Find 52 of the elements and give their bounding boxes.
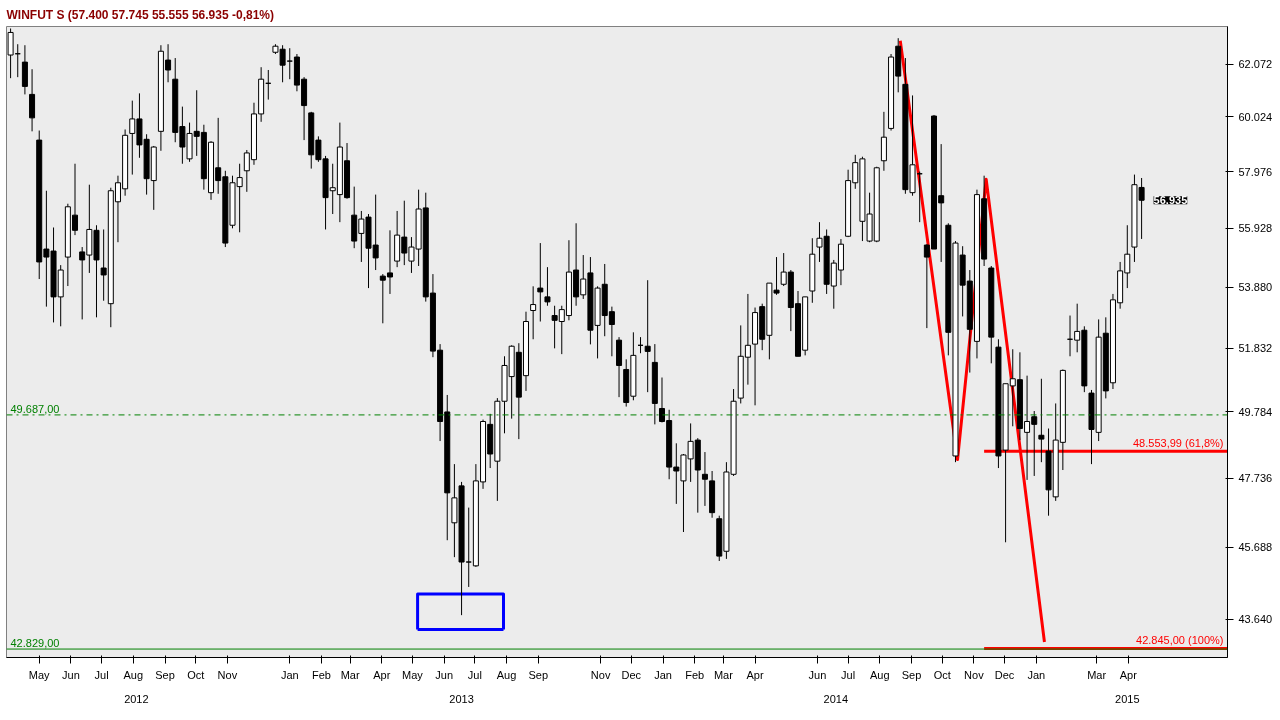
x-tick-label: Jan (654, 668, 672, 681)
x-tick-label: Jul (94, 668, 109, 681)
x-tick-label: Jan (280, 668, 299, 681)
x-tick-label: Jun (808, 668, 827, 681)
x-tick-label: Apr (373, 668, 391, 681)
x-tick-label: May (28, 668, 51, 681)
x2-tick-label: 2014 (823, 692, 849, 705)
y-tick-label: 62.072 (1238, 58, 1273, 71)
x-tick-label: Feb (311, 668, 331, 681)
x-tick-label: Aug (123, 668, 144, 681)
x-tick-label: Jul (841, 668, 856, 681)
y-tick-label: 55.928 (1238, 222, 1273, 235)
y-tick-label: 45.688 (1238, 541, 1273, 554)
x-tick-label: Jul (467, 668, 482, 681)
x2-tick-label: 2013 (449, 692, 474, 705)
x-tick-label: Dec (621, 668, 642, 681)
x-tick-label: May (402, 668, 424, 681)
x2-tick-label: 2015 (1115, 692, 1140, 705)
ref-line-label: 42.829,00 (10, 637, 60, 650)
series-label: 48.553,99 (61,8%) (1132, 437, 1224, 450)
x-tick-label: Sep (901, 668, 922, 681)
x-tick-label: Sep (155, 668, 175, 681)
x-tick-label: Oct (933, 668, 951, 681)
x-tick-label: Mar (1087, 668, 1107, 681)
x-tick-label: Nov (964, 668, 985, 681)
x-tick-label: Aug (496, 668, 517, 681)
x-tick-label: Apr (746, 668, 764, 681)
x-tick-label: Mar (340, 668, 360, 681)
y-tick-label: 51.832 (1238, 342, 1273, 355)
y-tick-label: 57.976 (1238, 165, 1273, 178)
x-tick-label: Sep (528, 668, 549, 681)
x-tick-label: Oct (187, 668, 205, 681)
y-tick-label: 43.640 (1238, 613, 1273, 626)
y-tick-label: 60.024 (1238, 110, 1273, 123)
x2-tick-label: 2012 (124, 692, 149, 705)
x-tick-label: Dec (994, 668, 1015, 681)
x-tick-label: Nov (590, 668, 611, 681)
x-tick-label: Jun (435, 668, 454, 681)
x-tick-label: Jun (62, 668, 80, 681)
ref-line-label: 49.687,00 (10, 402, 60, 415)
x-tick-label: Mar (713, 668, 734, 681)
y-tick-label: 47.736 (1238, 472, 1273, 485)
x-tick-label: Apr (1119, 668, 1138, 681)
x-tick-label: Jan (1027, 668, 1046, 681)
x-tick-label: Nov (217, 668, 238, 681)
series-label: 42.845,00 (100%) (1136, 634, 1224, 647)
chart-title: WINFUT S (57.400 57.745 55.555 56.935 -0,81%) (6, 7, 274, 22)
y-tick-label: 49.784 (1238, 405, 1273, 418)
y-tick-label: 53.880 (1238, 281, 1273, 294)
x-tick-label: Feb (685, 668, 705, 681)
annotation: 56.935 (1153, 194, 1188, 207)
x-tick-label: Aug (870, 668, 890, 681)
